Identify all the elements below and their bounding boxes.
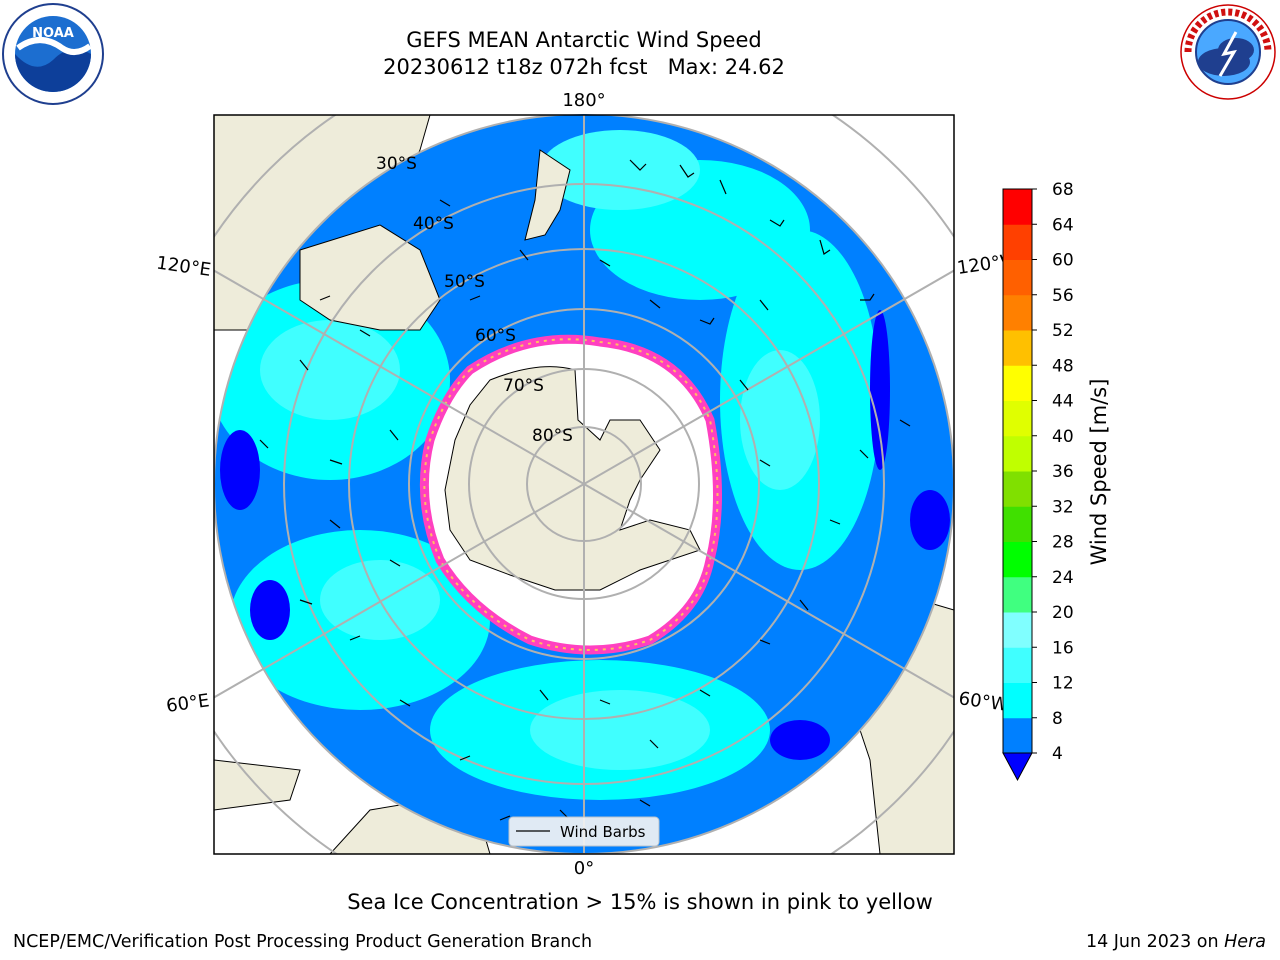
colorbar-segment	[1003, 612, 1032, 648]
lat-label-50s: 50°S	[444, 272, 485, 292]
colorbar-tick-label: 24	[1052, 568, 1074, 588]
colorbar-tick-label: 60	[1052, 251, 1074, 271]
colorbar-segment	[1003, 541, 1032, 578]
footer-date: 14 Jun 2023 on Hera	[1086, 932, 1266, 952]
map-legend: Wind Barbs	[508, 816, 660, 847]
colorbar-segment	[1003, 506, 1032, 542]
colorbar-segment	[1003, 647, 1032, 683]
colorbar-tick-label: 48	[1052, 356, 1074, 376]
footer-date-text: 14 Jun 2023 on	[1085, 932, 1225, 952]
colorbar-tick-label: 40	[1052, 427, 1074, 447]
colorbar-tick-label: 32	[1052, 497, 1074, 517]
footer-credit: NCEP/EMC/Verification Post Processing Pr…	[13, 932, 593, 952]
colorbar-segment	[1003, 576, 1032, 613]
nws-logo	[1180, 4, 1276, 100]
chart-title: GEFS MEAN Antarctic Wind Speed	[406, 28, 762, 52]
colorbar-segment	[1003, 330, 1032, 366]
colorbar-segment	[1003, 717, 1032, 754]
colorbar-tick-label: 52	[1052, 321, 1074, 341]
colorbar-tick-label: 64	[1052, 215, 1074, 235]
lat-label-40s: 40°S	[413, 214, 454, 234]
colorbar-tick-label: 36	[1052, 462, 1074, 482]
lon-label-120e: 120°E	[155, 253, 212, 281]
lon-label-180: 180°	[562, 90, 605, 111]
colorbar-tick-label: 20	[1052, 603, 1074, 623]
colorbar-segment	[1003, 365, 1032, 401]
colorbar-segment	[1003, 471, 1032, 507]
noaa-logo: NOAA	[2, 3, 104, 105]
colorbar-tick-label: 4	[1052, 744, 1063, 764]
colorbar-tick-label: 16	[1052, 638, 1074, 658]
lat-label-70s: 70°S	[503, 376, 544, 396]
colorbar-segment	[1003, 189, 1032, 225]
footer-machine: Hera	[1224, 932, 1266, 952]
noaa-logo-text: NOAA	[32, 26, 74, 41]
colorbar-segment	[1003, 435, 1032, 472]
colorbar-tick-label: 56	[1052, 286, 1074, 306]
lon-label-0: 0°	[574, 858, 594, 879]
latitude-labels: 30°S 40°S 50°S 60°S 70°S 80°S	[376, 154, 573, 446]
colorbar-tick-label: 8	[1052, 709, 1063, 729]
sea-ice-caption: Sea Ice Concentration > 15% is shown in …	[347, 890, 933, 914]
chart-subtitle: 20230612 t18z 072h fcst Max: 24.62	[383, 55, 785, 79]
lat-label-80s: 80°S	[532, 426, 573, 446]
wind-barbs	[259, 159, 911, 821]
lat-label-30s: 30°S	[376, 154, 417, 174]
colorbar-tick-label: 28	[1052, 533, 1074, 553]
colorbar-tick-label: 68	[1052, 180, 1074, 200]
colorbar-tick-label: 12	[1052, 674, 1074, 694]
colorbar-label: Wind Speed [m/s]	[1087, 379, 1111, 566]
colorbar-segment	[1003, 682, 1032, 719]
colorbar-segment	[1003, 259, 1032, 296]
lat-label-60s: 60°S	[475, 326, 516, 346]
colorbar-segment	[1003, 400, 1032, 437]
lon-label-60w: 60°W	[957, 688, 1009, 716]
lon-label-60e: 60°E	[165, 690, 211, 717]
legend-label: Wind Barbs	[560, 823, 646, 841]
colorbar-segment	[1003, 294, 1032, 331]
colorbar-segment	[1003, 224, 1032, 260]
map-frame	[213, 114, 955, 855]
colorbar-extend-triangle	[1002, 752, 1033, 782]
colorbar-tick-label: 44	[1052, 392, 1074, 412]
